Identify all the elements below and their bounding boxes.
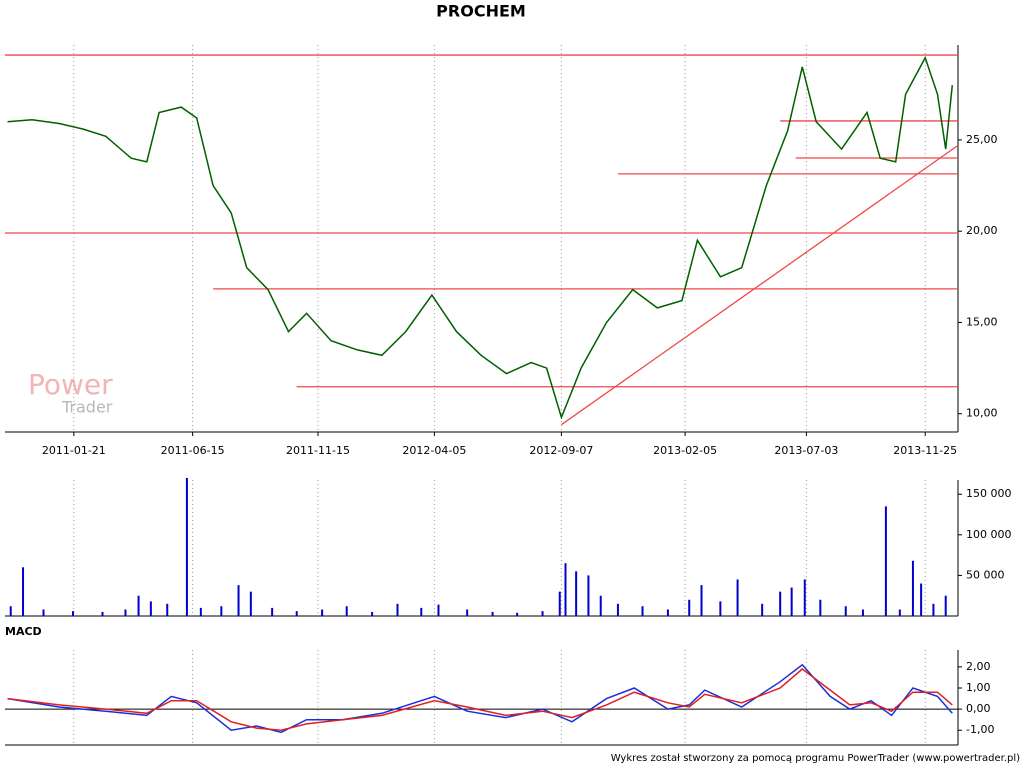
volume-bar	[819, 599, 822, 616]
volume-bar	[861, 609, 864, 616]
data-line	[7, 668, 953, 731]
volume-bar	[944, 595, 947, 616]
volume-bar	[185, 477, 188, 616]
volume-bar	[149, 601, 152, 616]
trend-line	[561, 144, 959, 426]
volume-bar	[220, 606, 223, 616]
y-tick-label: 2,00	[966, 660, 991, 673]
volume-bar	[736, 579, 739, 616]
y-tick-label: 0,00	[966, 702, 991, 715]
volume-bar	[466, 609, 469, 616]
volume-bar	[371, 611, 374, 616]
volume-bar	[761, 603, 764, 616]
x-tick-label: 2013-11-25	[893, 444, 957, 457]
volume-bar	[884, 506, 887, 616]
y-tick-label: 150 000	[966, 487, 1012, 500]
watermark: Trader	[61, 398, 113, 417]
macd-title: MACD	[5, 625, 42, 638]
volume-bar	[575, 571, 578, 616]
x-tick-label: 2012-04-05	[402, 444, 466, 457]
chart-title: PROCHEM	[436, 2, 526, 21]
volume-bar	[271, 607, 274, 616]
volume-bar	[199, 607, 202, 616]
watermark: Power	[28, 368, 113, 401]
volume-bar	[911, 560, 914, 616]
volume-bar	[541, 611, 544, 616]
y-tick-label: 10,00	[966, 407, 998, 420]
x-tick-label: 2012-09-07	[529, 444, 593, 457]
volume-bar	[396, 603, 399, 616]
volume-bar	[22, 567, 25, 616]
volume-bar	[790, 587, 793, 616]
volume-bar	[641, 606, 644, 616]
y-tick-label: 1,00	[966, 681, 991, 694]
volume-bar	[101, 611, 104, 616]
volume-bar	[420, 607, 423, 616]
volume-bar	[587, 575, 590, 616]
volume-bar	[9, 606, 12, 616]
volume-bar	[124, 609, 127, 616]
volume-bar	[72, 611, 75, 616]
y-tick-label: -1,00	[966, 723, 994, 736]
volume-bar	[779, 591, 782, 616]
volume-bar	[688, 599, 691, 616]
volume-bar	[898, 609, 901, 616]
footer: Wykres został stworzony za pomocą progra…	[611, 753, 1020, 764]
x-tick-label: 2013-07-03	[774, 444, 838, 457]
volume-bar	[803, 579, 806, 616]
volume-bar	[249, 591, 252, 616]
data-line	[7, 663, 953, 734]
volume-bar	[237, 585, 240, 616]
volume-bar	[166, 603, 169, 616]
volume-bar	[920, 583, 923, 616]
data-line	[7, 55, 954, 420]
volume-bar	[599, 595, 602, 616]
volume-bar	[616, 603, 619, 616]
volume-bar	[666, 609, 669, 616]
x-tick-label: 2011-06-15	[161, 444, 225, 457]
volume-bar	[295, 611, 298, 616]
y-tick-label: 15,00	[966, 315, 998, 328]
volume-bar	[719, 601, 722, 616]
y-tick-label: 25,00	[966, 133, 998, 146]
x-tick-label: 2011-01-21	[42, 444, 106, 457]
volume-bar	[321, 609, 324, 616]
volume-bar	[437, 604, 440, 616]
y-tick-label: 20,00	[966, 224, 998, 237]
volume-bar	[137, 595, 140, 616]
volume-bar	[932, 603, 935, 616]
volume-bar	[844, 606, 847, 616]
y-tick-label: 100 000	[966, 528, 1012, 541]
volume-bar	[42, 609, 45, 616]
volume-bar	[491, 611, 494, 616]
x-tick-label: 2013-02-05	[653, 444, 717, 457]
volume-bar	[558, 591, 561, 616]
volume-bar	[700, 585, 703, 616]
y-tick-label: 50 000	[966, 568, 1005, 581]
volume-bar	[345, 606, 348, 616]
volume-bar	[516, 612, 519, 616]
volume-bar	[564, 563, 567, 616]
x-tick-label: 2011-11-15	[286, 444, 350, 457]
